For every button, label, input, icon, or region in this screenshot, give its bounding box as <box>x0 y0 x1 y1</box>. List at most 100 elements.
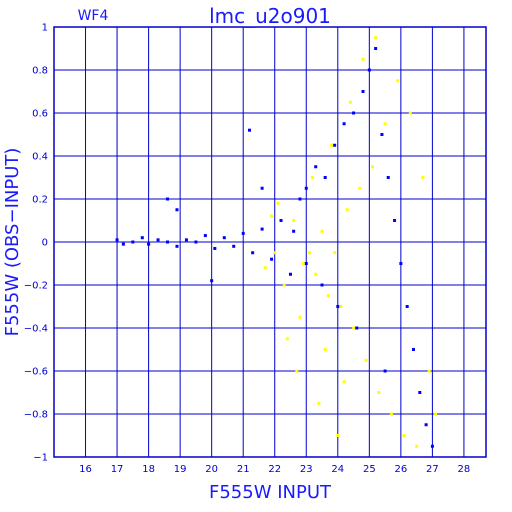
x-tick-label: 18 <box>142 464 155 475</box>
x-tick-label: 19 <box>174 464 187 475</box>
data-point <box>314 165 318 169</box>
data-point <box>314 272 318 276</box>
data-point <box>361 90 365 93</box>
y-tick-label: −1 <box>33 453 48 464</box>
y-tick-label: 0.6 <box>32 109 48 120</box>
data-point <box>336 434 340 437</box>
data-point <box>345 208 349 212</box>
data-point <box>434 412 438 416</box>
data-point <box>203 234 207 238</box>
data-point <box>367 68 371 72</box>
data-point <box>311 176 315 179</box>
data-point <box>408 111 412 115</box>
data-point <box>427 369 431 373</box>
data-point <box>361 57 365 61</box>
data-point <box>364 358 368 362</box>
data-point <box>380 133 384 136</box>
data-point <box>323 176 327 179</box>
y-tick-label: −0.4 <box>24 324 48 335</box>
data-point <box>213 246 217 250</box>
x-tick-label: 28 <box>458 464 471 475</box>
data-point <box>383 369 387 373</box>
data-point <box>273 251 277 255</box>
data-point <box>251 251 255 255</box>
plot-area <box>53 26 487 458</box>
x-axis-ticks: 16 17 18 19 20 21 22 23 24 25 26 27 28 <box>79 464 470 475</box>
x-tick-label: 27 <box>426 464 439 475</box>
data-point <box>339 305 343 308</box>
data-point <box>184 238 188 242</box>
data-point <box>292 219 296 222</box>
y-tick-label: 0 <box>42 238 48 249</box>
data-point <box>147 242 151 246</box>
x-tick-label: 17 <box>111 464 124 475</box>
y-axis-ticks: −1 −0.8 −0.6 −0.4 −0.2 0 0.2 0.4 0.6 0.8 1 <box>24 23 48 464</box>
grid <box>54 26 486 458</box>
data-point <box>333 143 337 147</box>
data-point <box>320 229 324 233</box>
x-tick-label: 21 <box>237 464 250 475</box>
data-point <box>295 369 299 373</box>
data-point <box>424 423 428 427</box>
data-point <box>210 279 214 283</box>
data-point <box>260 186 264 190</box>
data-point <box>323 348 327 351</box>
data-point <box>405 305 409 308</box>
data-point <box>140 236 144 240</box>
data-point <box>260 227 264 231</box>
data-point <box>166 240 170 244</box>
data-point <box>298 197 302 201</box>
data-point <box>166 197 170 201</box>
data-point <box>377 391 381 394</box>
data-point <box>175 244 179 248</box>
x-tick-label: 23 <box>300 464 313 475</box>
data-point <box>307 251 311 255</box>
series-1 <box>263 36 438 448</box>
data-point <box>320 283 324 287</box>
data-point <box>288 272 292 276</box>
x-tick-label: 16 <box>79 464 92 475</box>
data-point <box>342 122 346 126</box>
data-point <box>336 305 340 308</box>
data-point <box>418 391 422 394</box>
data-point <box>194 240 198 244</box>
data-point <box>263 266 267 270</box>
data-point <box>131 240 135 244</box>
data-point <box>396 79 400 83</box>
data-point <box>358 186 362 190</box>
data-point <box>352 326 356 330</box>
data-point <box>411 348 415 351</box>
data-point <box>370 165 374 169</box>
data-point <box>285 337 289 341</box>
y-tick-label: 1 <box>42 23 48 34</box>
series-0 <box>115 47 434 448</box>
data-point <box>342 380 346 384</box>
data-point <box>248 128 252 132</box>
data-point <box>270 214 274 218</box>
data-point <box>304 186 308 190</box>
data-point <box>386 176 390 179</box>
data-point <box>241 231 245 235</box>
y-tick-label: −0.2 <box>24 281 48 292</box>
data-point <box>421 176 425 179</box>
data-point <box>121 242 125 246</box>
data-point <box>399 262 403 265</box>
x-tick-label: 20 <box>205 464 218 475</box>
data-point <box>333 251 337 255</box>
plot-frame <box>53 26 487 458</box>
data-point <box>301 262 305 265</box>
data-point <box>232 244 236 248</box>
data-point <box>282 283 286 287</box>
data-point <box>298 315 302 319</box>
x-tick-label: 25 <box>363 464 376 475</box>
y-tick-label: 0.4 <box>32 152 48 163</box>
scatter-points <box>115 36 438 448</box>
panel-label: WF4 <box>78 8 109 24</box>
data-point <box>156 238 160 242</box>
y-tick-label: −0.8 <box>24 410 48 421</box>
data-point <box>222 236 226 240</box>
x-tick-label: 26 <box>394 464 407 475</box>
y-axis-label: F555W (OBS−INPUT) <box>2 148 23 337</box>
data-point <box>393 219 397 222</box>
